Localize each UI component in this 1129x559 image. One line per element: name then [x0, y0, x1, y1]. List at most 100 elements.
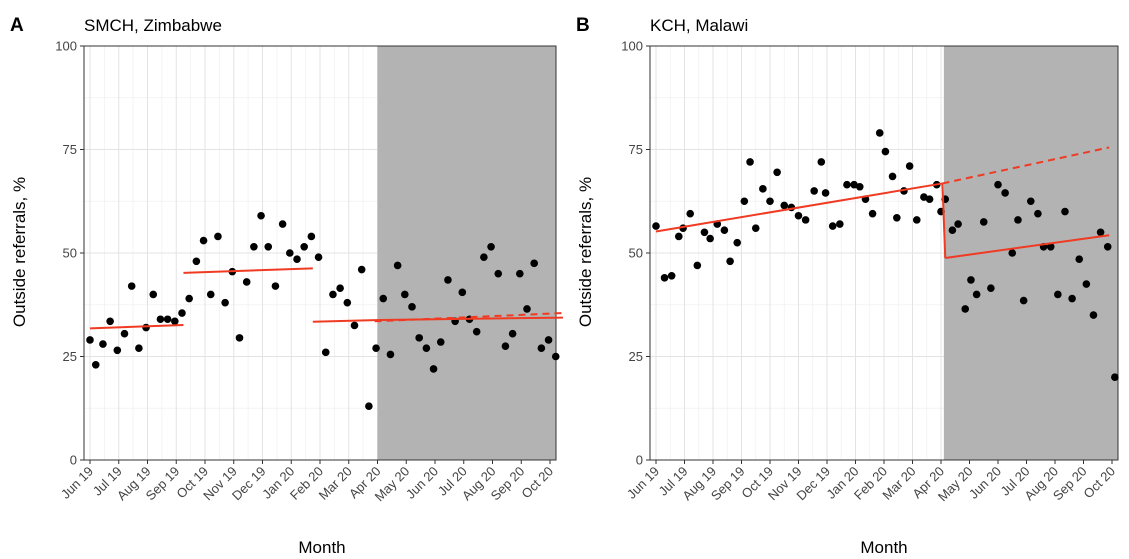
- data-point: [472, 327, 481, 336]
- data-point: [979, 218, 988, 226]
- data-point: [1001, 189, 1009, 197]
- data-point: [780, 201, 789, 210]
- data-point: [221, 298, 229, 307]
- data-point: [875, 129, 884, 137]
- data-point: [652, 222, 660, 230]
- x-axis-title: Month: [298, 538, 345, 557]
- data-point: [149, 290, 158, 299]
- data-point: [740, 197, 749, 206]
- data-point: [494, 269, 503, 278]
- data-point: [1019, 296, 1028, 305]
- fitted-trend-line: [945, 234, 1110, 259]
- data-point: [135, 344, 143, 353]
- y-tick-label: 50: [629, 246, 643, 261]
- data-point: [530, 259, 538, 268]
- data-point: [329, 290, 337, 299]
- data-point: [850, 180, 858, 189]
- fitted-trend-line: [655, 182, 943, 233]
- data-point: [516, 269, 524, 278]
- data-point: [994, 180, 1002, 189]
- data-point: [987, 284, 995, 292]
- data-point: [250, 242, 258, 251]
- data-point: [817, 158, 826, 166]
- data-point: [429, 365, 438, 373]
- data-point: [1089, 311, 1098, 319]
- data-point: [1075, 255, 1084, 264]
- y-tick-label: 25: [63, 349, 77, 364]
- data-point: [954, 220, 962, 228]
- panel-letter: B: [576, 15, 590, 36]
- y-axis-title: Outside referrals, %: [576, 177, 595, 327]
- data-point: [1096, 228, 1105, 237]
- data-point: [300, 242, 308, 251]
- data-point: [551, 352, 560, 361]
- data-point: [794, 211, 803, 220]
- data-point: [271, 282, 280, 290]
- data-point: [106, 317, 114, 326]
- data-point: [480, 253, 488, 261]
- x-tick-label: Oct 20: [1080, 464, 1118, 502]
- data-point: [444, 276, 452, 284]
- data-point: [855, 182, 864, 191]
- data-point: [888, 172, 897, 181]
- y-tick-label: 100: [55, 39, 77, 54]
- data-point: [86, 336, 94, 344]
- data-point: [660, 274, 669, 282]
- fitted-trend-line: [183, 267, 313, 274]
- y-tick-label: 0: [70, 453, 77, 468]
- data-point: [206, 290, 215, 299]
- x-tick-label: Jun 19: [624, 464, 662, 502]
- data-point: [706, 234, 714, 243]
- data-point: [350, 321, 359, 330]
- data-point: [733, 238, 742, 247]
- y-tick-label: 75: [629, 142, 643, 157]
- data-point: [1061, 207, 1069, 216]
- data-point: [836, 220, 844, 228]
- data-point: [415, 334, 423, 342]
- data-point: [751, 224, 760, 232]
- data-point: [178, 309, 186, 317]
- data-point: [881, 147, 890, 156]
- data-point: [235, 334, 244, 342]
- panel-title: SMCH, Zimbabwe: [84, 16, 222, 35]
- y-tick-label: 0: [636, 453, 643, 468]
- fitted-trend-line: [374, 316, 563, 322]
- data-point: [693, 261, 702, 270]
- data-point: [1111, 373, 1119, 382]
- data-point: [726, 257, 734, 266]
- data-point: [1082, 280, 1091, 288]
- y-axis-title: Outside referrals, %: [10, 177, 29, 327]
- fitted-trend-line: [312, 319, 375, 323]
- shaded-period: [377, 46, 556, 460]
- data-point: [675, 232, 683, 241]
- fitted-trend-line: [89, 324, 184, 330]
- x-tick-label: Jun 20: [403, 464, 441, 502]
- data-point: [192, 257, 201, 266]
- data-point: [1046, 242, 1055, 251]
- data-point: [905, 162, 914, 170]
- data-point: [91, 360, 100, 369]
- data-point: [113, 346, 122, 355]
- data-point: [686, 209, 694, 218]
- x-tick-label: Jun 19: [58, 464, 96, 502]
- data-point: [321, 348, 330, 357]
- fitted-trend-line: [941, 183, 947, 259]
- data-point: [171, 317, 179, 326]
- data-point: [821, 189, 830, 197]
- data-point: [893, 214, 901, 222]
- data-point: [372, 344, 380, 353]
- counterfactual-trend-line: [374, 312, 563, 323]
- data-point: [501, 342, 510, 350]
- data-point: [286, 249, 294, 257]
- data-point: [1054, 290, 1062, 299]
- data-point: [379, 294, 388, 303]
- data-point: [242, 278, 251, 286]
- data-point: [357, 265, 366, 274]
- data-point: [537, 344, 546, 353]
- y-tick-label: 75: [63, 142, 77, 157]
- data-point: [773, 168, 781, 177]
- data-point: [1008, 249, 1017, 257]
- data-point: [828, 222, 837, 230]
- data-point: [163, 315, 172, 324]
